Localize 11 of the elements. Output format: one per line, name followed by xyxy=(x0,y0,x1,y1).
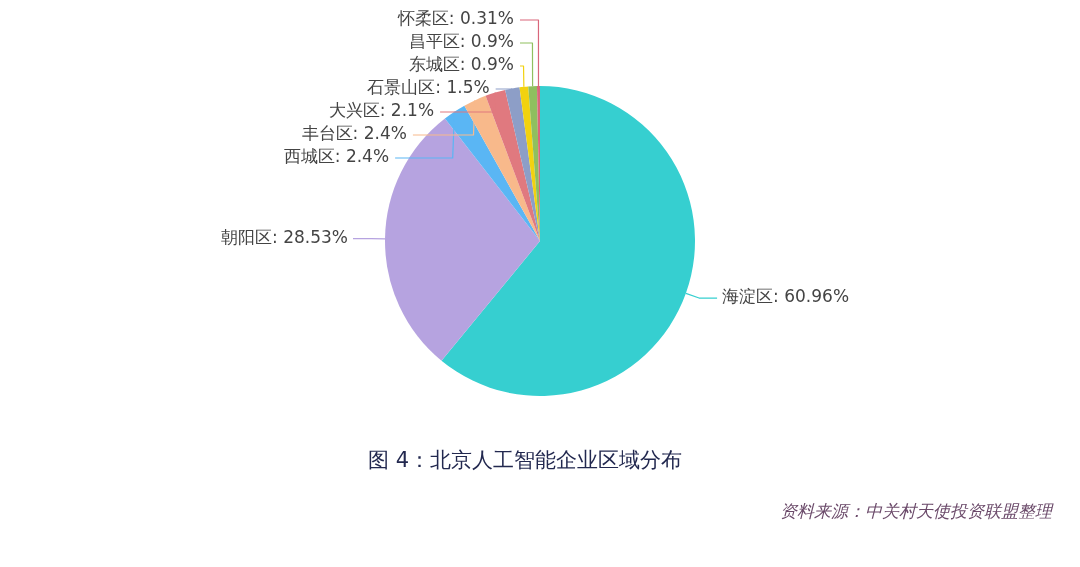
slice-label: 东城区: 0.9% xyxy=(408,54,514,75)
slice-label: 石景山区: 1.5% xyxy=(367,77,490,98)
text: 图 4：北京人工智能企业区域分布 xyxy=(366,447,683,474)
slice-label: 朝阳区: 28.53% xyxy=(221,227,349,248)
text: 资料来源：中关村天使投资联盟整理 xyxy=(779,500,1055,523)
slice-label: 大兴区: 2.1% xyxy=(328,100,435,121)
slice-label: 海淀区: 60.96% xyxy=(722,286,850,307)
slice-label: 昌平区: 0.9% xyxy=(408,31,514,52)
slice-label: 西城区: 2.4% xyxy=(283,146,390,167)
slice-label: 怀柔区: 0.31% xyxy=(396,8,514,29)
slice-label: 丰台区: 2.4% xyxy=(301,123,407,144)
